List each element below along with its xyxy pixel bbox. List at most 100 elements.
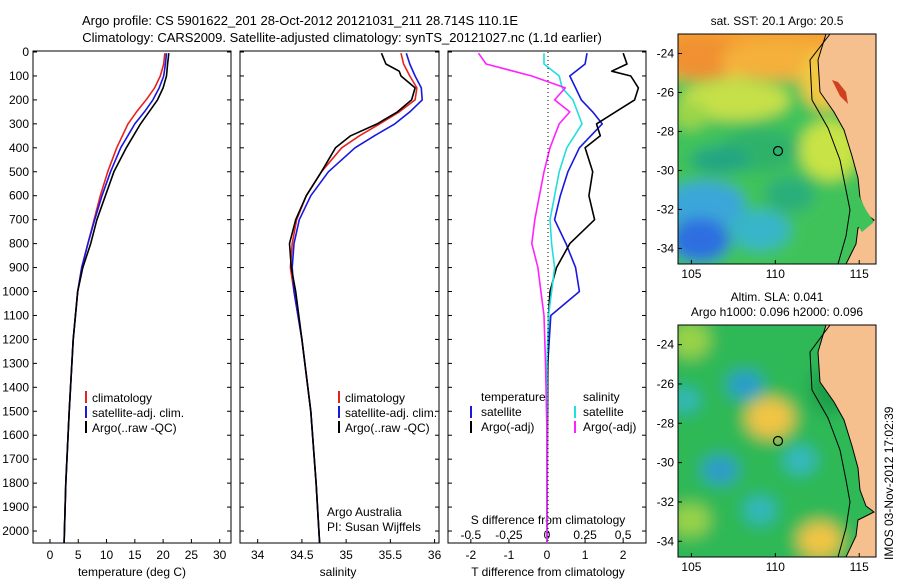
- x-tick-label: 0: [544, 548, 551, 562]
- legend-label-climatology: climatology: [345, 391, 405, 405]
- x-tick-label: 2: [620, 548, 627, 562]
- depth-tick-label: 1900: [2, 500, 29, 514]
- depth-tick-label: 1100: [3, 308, 29, 322]
- depth-tick-label: 800: [9, 237, 29, 251]
- shelf-contour: [809, 34, 851, 264]
- x-tick-label: 10: [100, 548, 114, 562]
- sst-map-title: sat. SST: 20.1 Argo: 20.5: [711, 14, 844, 28]
- depth-tick-label: 100: [9, 69, 29, 83]
- argo-float-marker: [772, 435, 784, 447]
- x-tick-label: 36: [428, 548, 442, 562]
- shelf-contour: [809, 325, 851, 557]
- x-tick-label: 34.5: [290, 548, 314, 562]
- sla-map-title-1: Altim. SLA: 0.041: [731, 290, 824, 304]
- depth-tick-label: 600: [9, 189, 29, 203]
- legend-label-t-argo: Argo(-adj): [481, 420, 534, 434]
- series-line-satellite: [546, 53, 604, 543]
- depth-tick-label: 1800: [2, 476, 29, 490]
- legend-label-argo: Argo(..raw -QC): [345, 421, 430, 435]
- map-x-tick-label: 115: [850, 560, 869, 574]
- depth-tick-label: 1200: [2, 332, 29, 346]
- map-y-tick-label: -32: [657, 202, 675, 216]
- s-tick-label: -0.5: [461, 528, 482, 542]
- sla-map-title-2: Argo h1000: 0.096 h2000: 0.096: [691, 305, 863, 319]
- series-line-argorawqc: [288, 52, 416, 544]
- x-tick-label: 30: [213, 548, 227, 562]
- x-tick-label: 1: [582, 548, 589, 562]
- map-y-tick-label: -28: [657, 416, 675, 430]
- depth-tick-label: 500: [9, 165, 29, 179]
- legend-label-s-argo: Argo(-adj): [583, 420, 636, 434]
- legend-label-s-satellite: satellite: [583, 405, 624, 419]
- map-y-tick-label: -34: [657, 534, 675, 548]
- depth-axis: 0 100 200 300 400 500 600 700 800 900 1000 1100 1200…: [2, 45, 646, 538]
- salinity-legend: climatology satellite-adj. clim. Argo(..…: [338, 391, 437, 435]
- depth-tick-label: 1500: [2, 404, 29, 418]
- coastal-warm-band: [832, 80, 848, 104]
- map-y-tick-label: -24: [657, 338, 675, 352]
- map-y-tick-label: -28: [657, 124, 675, 138]
- map-x-tick-label: 110: [766, 267, 785, 281]
- series-line-argoadj: [477, 52, 571, 543]
- sla-map: [678, 325, 876, 557]
- legend-label-t-satellite: satellite: [481, 405, 522, 419]
- x-tick-label: 35: [339, 548, 353, 562]
- depth-tick-label: 0: [22, 45, 29, 59]
- map-y-tick-label: -34: [657, 241, 675, 255]
- x-tick-label: 15: [128, 548, 142, 562]
- profile-x-axes: 0 5 10 15 20 25 30 34 34.5 35 35.5 36 -2 -1 0 1 2 -0.5 -0.…: [47, 528, 632, 562]
- depth-tick-label: 900: [9, 261, 29, 275]
- salinity-axis-label: salinity: [320, 565, 357, 579]
- depth-tick-label: 200: [9, 93, 29, 107]
- title-line-1: Argo profile: CS 5901622_201 28-Oct-2012…: [82, 13, 518, 28]
- depth-tick-label: 1400: [2, 380, 29, 394]
- x-tick-label: 34: [251, 548, 265, 562]
- map-y-tick-label: -32: [657, 495, 675, 509]
- depth-tick-label: 1600: [2, 428, 29, 442]
- x-tick-label: -2: [466, 548, 477, 562]
- t-difference-axis-label: T difference from climatology: [471, 565, 625, 579]
- map-x-tick-label: 110: [766, 560, 785, 574]
- profile-curves: [63, 52, 640, 544]
- x-tick-label: 5: [75, 548, 82, 562]
- coastline-landmass: [817, 325, 876, 557]
- legend-label-climatology: climatology: [92, 391, 152, 405]
- temperature-legend: climatology satellite-adj. clim. Argo(..…: [85, 391, 184, 435]
- map-y-tick-label: -30: [657, 163, 675, 177]
- s-tick-label: 0.5: [615, 528, 632, 542]
- map-y-tick-label: -24: [657, 46, 675, 60]
- s-tick-label: 0.25: [573, 528, 597, 542]
- map-x-tick-label: 105: [681, 560, 701, 574]
- x-tick-label: 25: [185, 548, 199, 562]
- depth-tick-label: 1300: [2, 356, 29, 370]
- legend-label-argo: Argo(..raw -QC): [92, 421, 177, 435]
- s-tick-label: -0.25: [495, 528, 523, 542]
- series-line-satelliteadjclim: [291, 52, 424, 544]
- series-line-argoadj: [546, 52, 640, 544]
- coastal-green-band: [854, 190, 874, 232]
- legend-label-satellite: satellite-adj. clim.: [92, 406, 184, 420]
- temperature-axis-label: temperature (deg C): [78, 565, 186, 579]
- salinity-panel: [239, 50, 440, 544]
- x-tick-label: 0: [47, 548, 54, 562]
- sla-map-frame: [677, 324, 877, 558]
- annotation-argo-australia: Argo Australia: [327, 505, 402, 519]
- map-y-tick-label: -26: [657, 85, 675, 99]
- depth-tick-label: 300: [9, 117, 29, 131]
- series-line-argorawqc: [63, 53, 170, 544]
- depth-tick-label: 2000: [2, 524, 29, 538]
- legend-title-salinity: salinity: [583, 390, 620, 404]
- map-y-tick-label: -30: [657, 456, 675, 470]
- map-x-tick-label: 115: [850, 267, 869, 281]
- temperature-panel: [32, 50, 232, 544]
- title-line-2: Climatology: CARS2009. Satellite-adjuste…: [82, 30, 602, 45]
- annotation-pi: PI: Susan Wijffels: [327, 520, 421, 534]
- series-line-satelliteadjclim: [63, 53, 168, 544]
- depth-tick-label: 1000: [2, 285, 29, 299]
- x-tick-label: -1: [504, 548, 515, 562]
- sst-map-axes: 105 110 115 -24 -26 -28 -30 -32 -34: [657, 46, 869, 281]
- sla-map-axes: 105 110 115 -24 -26 -28 -30 -32 -34: [657, 338, 869, 574]
- imos-timestamp: IMOS 03-Nov-2012 17:02:39: [882, 406, 896, 560]
- sst-map: [678, 34, 876, 264]
